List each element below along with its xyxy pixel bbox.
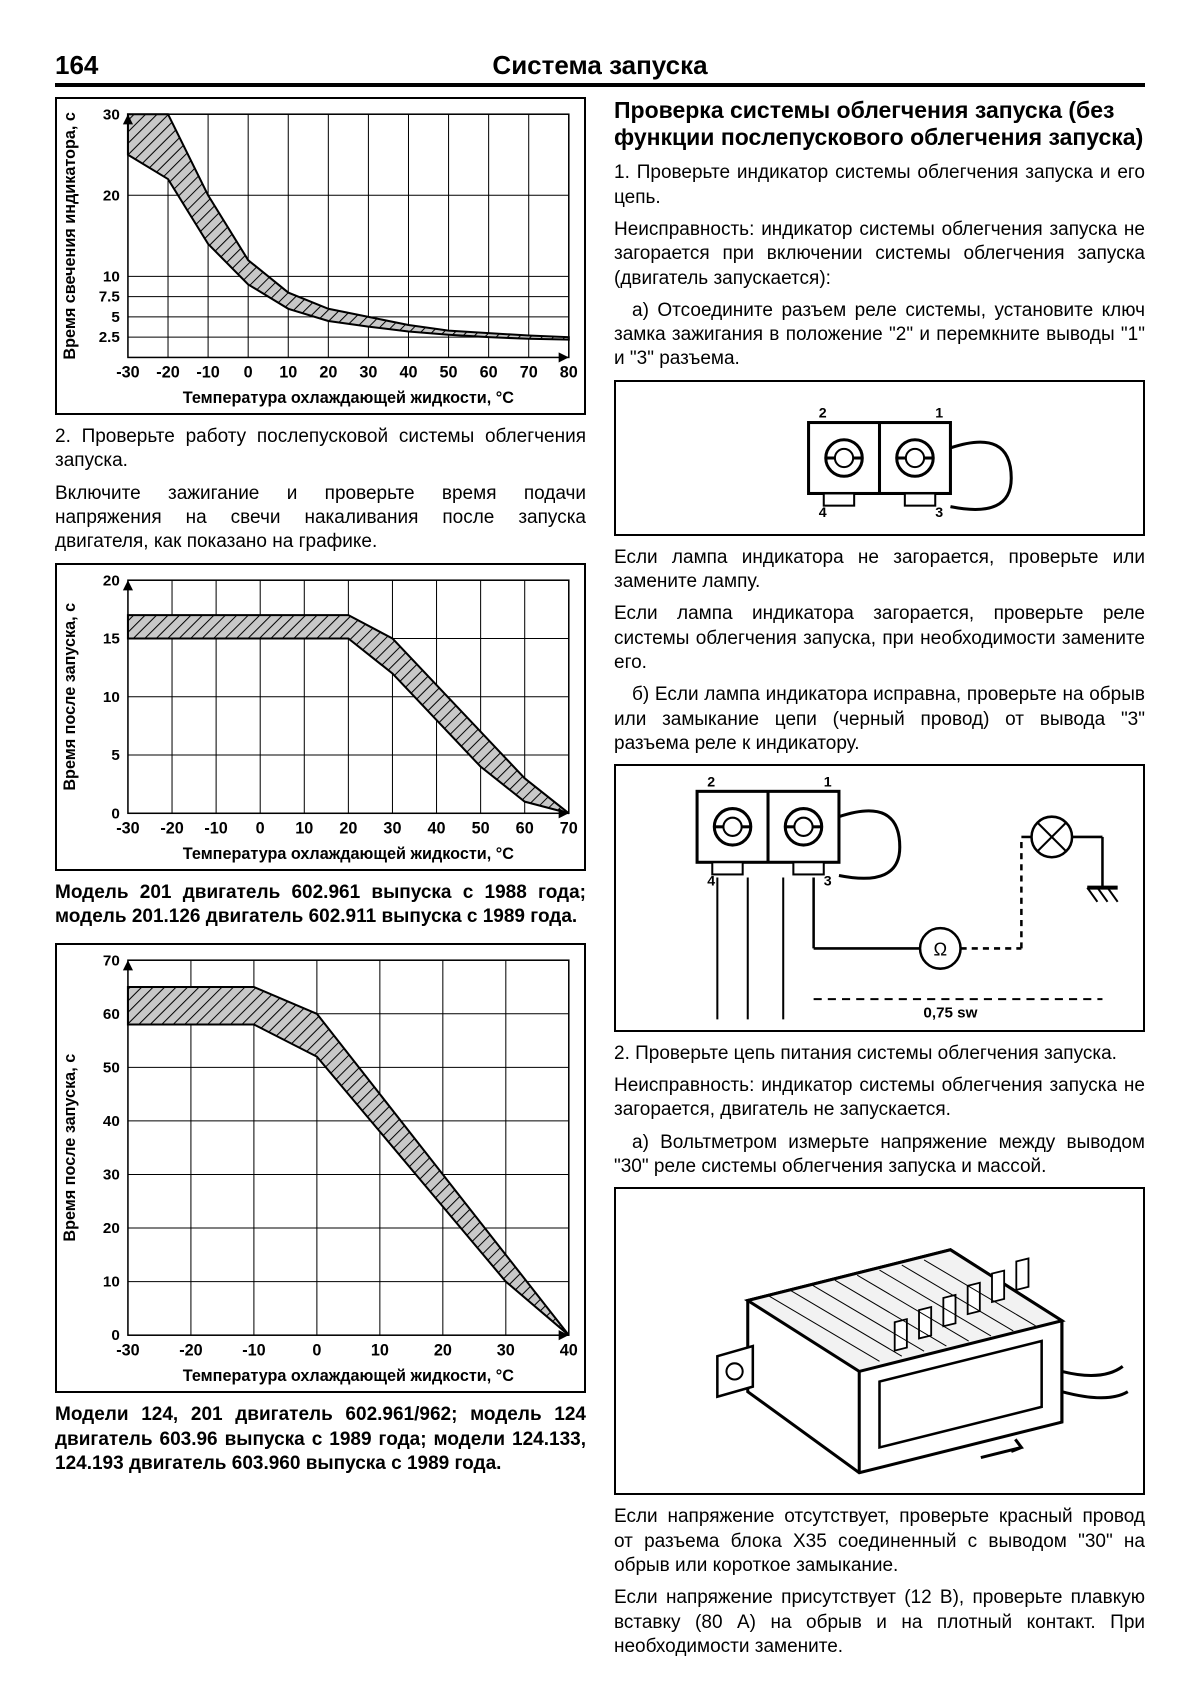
- svg-text:10: 10: [103, 268, 120, 285]
- svg-text:70: 70: [560, 819, 578, 837]
- caption-chart-2: Модель 201 двигатель 602.961 выпуска с 1…: [55, 881, 586, 930]
- svg-text:30: 30: [103, 106, 120, 123]
- para-r-2: Неисправность: индикатор системы облегче…: [614, 218, 1145, 291]
- svg-text:3: 3: [824, 874, 832, 890]
- svg-text:20: 20: [103, 572, 120, 589]
- svg-text:60: 60: [516, 819, 534, 837]
- para-r-11: Если напряжение присутствует (12 В), про…: [614, 1586, 1145, 1659]
- svg-text:-10: -10: [204, 819, 227, 837]
- svg-text:40: 40: [399, 364, 417, 382]
- svg-text:-10: -10: [196, 364, 219, 382]
- two-columns: -30-20-10010203040506070802.557.5102030Т…: [55, 97, 1145, 1667]
- svg-text:30: 30: [359, 364, 377, 382]
- svg-text:15: 15: [103, 630, 120, 647]
- chart-2: -30-20-1001020304050607005101520Температ…: [55, 563, 586, 871]
- para-r-4: Если лампа индикатора не загорается, про…: [614, 546, 1145, 595]
- svg-text:60: 60: [103, 1006, 120, 1023]
- svg-text:3: 3: [935, 505, 943, 521]
- para-r-6: б) Если лампа индикатора исправна, прове…: [614, 683, 1145, 756]
- svg-text:70: 70: [103, 953, 120, 970]
- svg-text:Температура охлаждающей жидкос: Температура охлаждающей жидкости, °С: [183, 1367, 514, 1385]
- page-title: Система запуска: [125, 50, 1075, 81]
- page-number: 164: [55, 50, 125, 81]
- svg-text:0: 0: [111, 805, 119, 822]
- para-r-9: a) Вольтметром измерьте напряжение между…: [614, 1131, 1145, 1180]
- section-heading: Проверка системы облегчения запуска (без…: [614, 97, 1145, 151]
- svg-text:30: 30: [103, 1167, 120, 1184]
- svg-text:10: 10: [103, 689, 120, 706]
- relay-diagram-2: 2 1 4 3 Ω 0,75 sw: [614, 764, 1145, 1032]
- para-r-8: Неисправность: индикатор системы облегче…: [614, 1074, 1145, 1123]
- chart-3: -30-20-10010203040010203040506070Темпера…: [55, 943, 586, 1393]
- para-r-3: a) Отсоедините разъем реле системы, уста…: [614, 299, 1145, 372]
- left-column: -30-20-10010203040506070802.557.5102030Т…: [55, 97, 586, 1667]
- para-r-7: 2. Проверьте цепь питания системы облегч…: [614, 1042, 1145, 1066]
- svg-text:Ω: Ω: [933, 939, 947, 960]
- svg-text:-30: -30: [116, 364, 139, 382]
- svg-text:40: 40: [103, 1113, 120, 1130]
- svg-text:20: 20: [339, 819, 357, 837]
- svg-text:10: 10: [279, 364, 297, 382]
- svg-text:Время свечения индикатора, с: Время свечения индикатора, с: [61, 112, 79, 359]
- right-column: Проверка системы облегчения запуска (без…: [614, 97, 1145, 1667]
- svg-text:80: 80: [560, 364, 578, 382]
- svg-text:7.5: 7.5: [99, 289, 121, 306]
- svg-text:2: 2: [707, 775, 715, 791]
- svg-text:0: 0: [244, 364, 253, 382]
- svg-text:5: 5: [111, 309, 120, 326]
- svg-text:-10: -10: [242, 1342, 265, 1360]
- para-r-1: 1. Проверьте индикатор системы облегчени…: [614, 161, 1145, 210]
- svg-text:50: 50: [440, 364, 458, 382]
- chart-1: -30 -20 -10 0 10 20 30 40 50 60 70 80 2.5 5 7.5 10 20 30 Т…: [55, 97, 586, 415]
- svg-text:0: 0: [312, 1342, 321, 1360]
- svg-text:60: 60: [480, 364, 498, 382]
- para-left-1: 2. Проверьте работу послепусковой систем…: [55, 425, 586, 474]
- svg-text:20: 20: [103, 1221, 120, 1238]
- svg-text:2: 2: [819, 405, 827, 421]
- para-r-10: Если напряжение отсутствует, проверьте к…: [614, 1505, 1145, 1578]
- para-left-2: Включите зажигание и проверьте время под…: [55, 482, 586, 555]
- svg-text:2.5: 2.5: [99, 329, 121, 346]
- svg-text:70: 70: [520, 364, 538, 382]
- svg-text:30: 30: [497, 1342, 515, 1360]
- svg-text:-20: -20: [179, 1342, 202, 1360]
- relay-diagram-1: 2 1 4 3: [614, 380, 1145, 536]
- svg-text:10: 10: [371, 1342, 389, 1360]
- svg-text:-20: -20: [156, 364, 179, 382]
- svg-text:40: 40: [428, 819, 446, 837]
- svg-text:50: 50: [472, 819, 490, 837]
- page-header: 164 Система запуска: [55, 50, 1145, 87]
- svg-text:0: 0: [111, 1328, 119, 1345]
- svg-text:0: 0: [256, 819, 265, 837]
- svg-text:Время после запуска, с: Время после запуска, с: [61, 1054, 79, 1242]
- relay-photo: [614, 1187, 1145, 1495]
- svg-text:20: 20: [319, 364, 337, 382]
- svg-text:Температура охлаждающей жидкос: Температура охлаждающей жидкости, °С: [183, 389, 514, 407]
- para-r-5: Если лампа индикатора загорается, провер…: [614, 602, 1145, 675]
- svg-text:30: 30: [383, 819, 401, 837]
- svg-text:1: 1: [935, 405, 943, 421]
- svg-text:40: 40: [560, 1342, 578, 1360]
- svg-text:4: 4: [707, 874, 715, 890]
- svg-text:10: 10: [103, 1274, 120, 1291]
- svg-text:-20: -20: [160, 819, 183, 837]
- svg-text:5: 5: [111, 747, 120, 764]
- svg-text:20: 20: [434, 1342, 452, 1360]
- svg-text:1: 1: [824, 775, 832, 791]
- svg-text:Температура охлаждающей жидкос: Температура охлаждающей жидкости, °С: [183, 845, 514, 863]
- svg-text:4: 4: [819, 505, 827, 521]
- svg-text:0,75 sw: 0,75 sw: [923, 1005, 977, 1022]
- svg-text:Время после запуска, с: Время после запуска, с: [61, 603, 79, 791]
- svg-text:50: 50: [103, 1060, 120, 1077]
- caption-chart-3: Модели 124, 201 двигатель 602.961/962; м…: [55, 1403, 586, 1476]
- svg-text:10: 10: [295, 819, 313, 837]
- svg-text:20: 20: [103, 187, 120, 204]
